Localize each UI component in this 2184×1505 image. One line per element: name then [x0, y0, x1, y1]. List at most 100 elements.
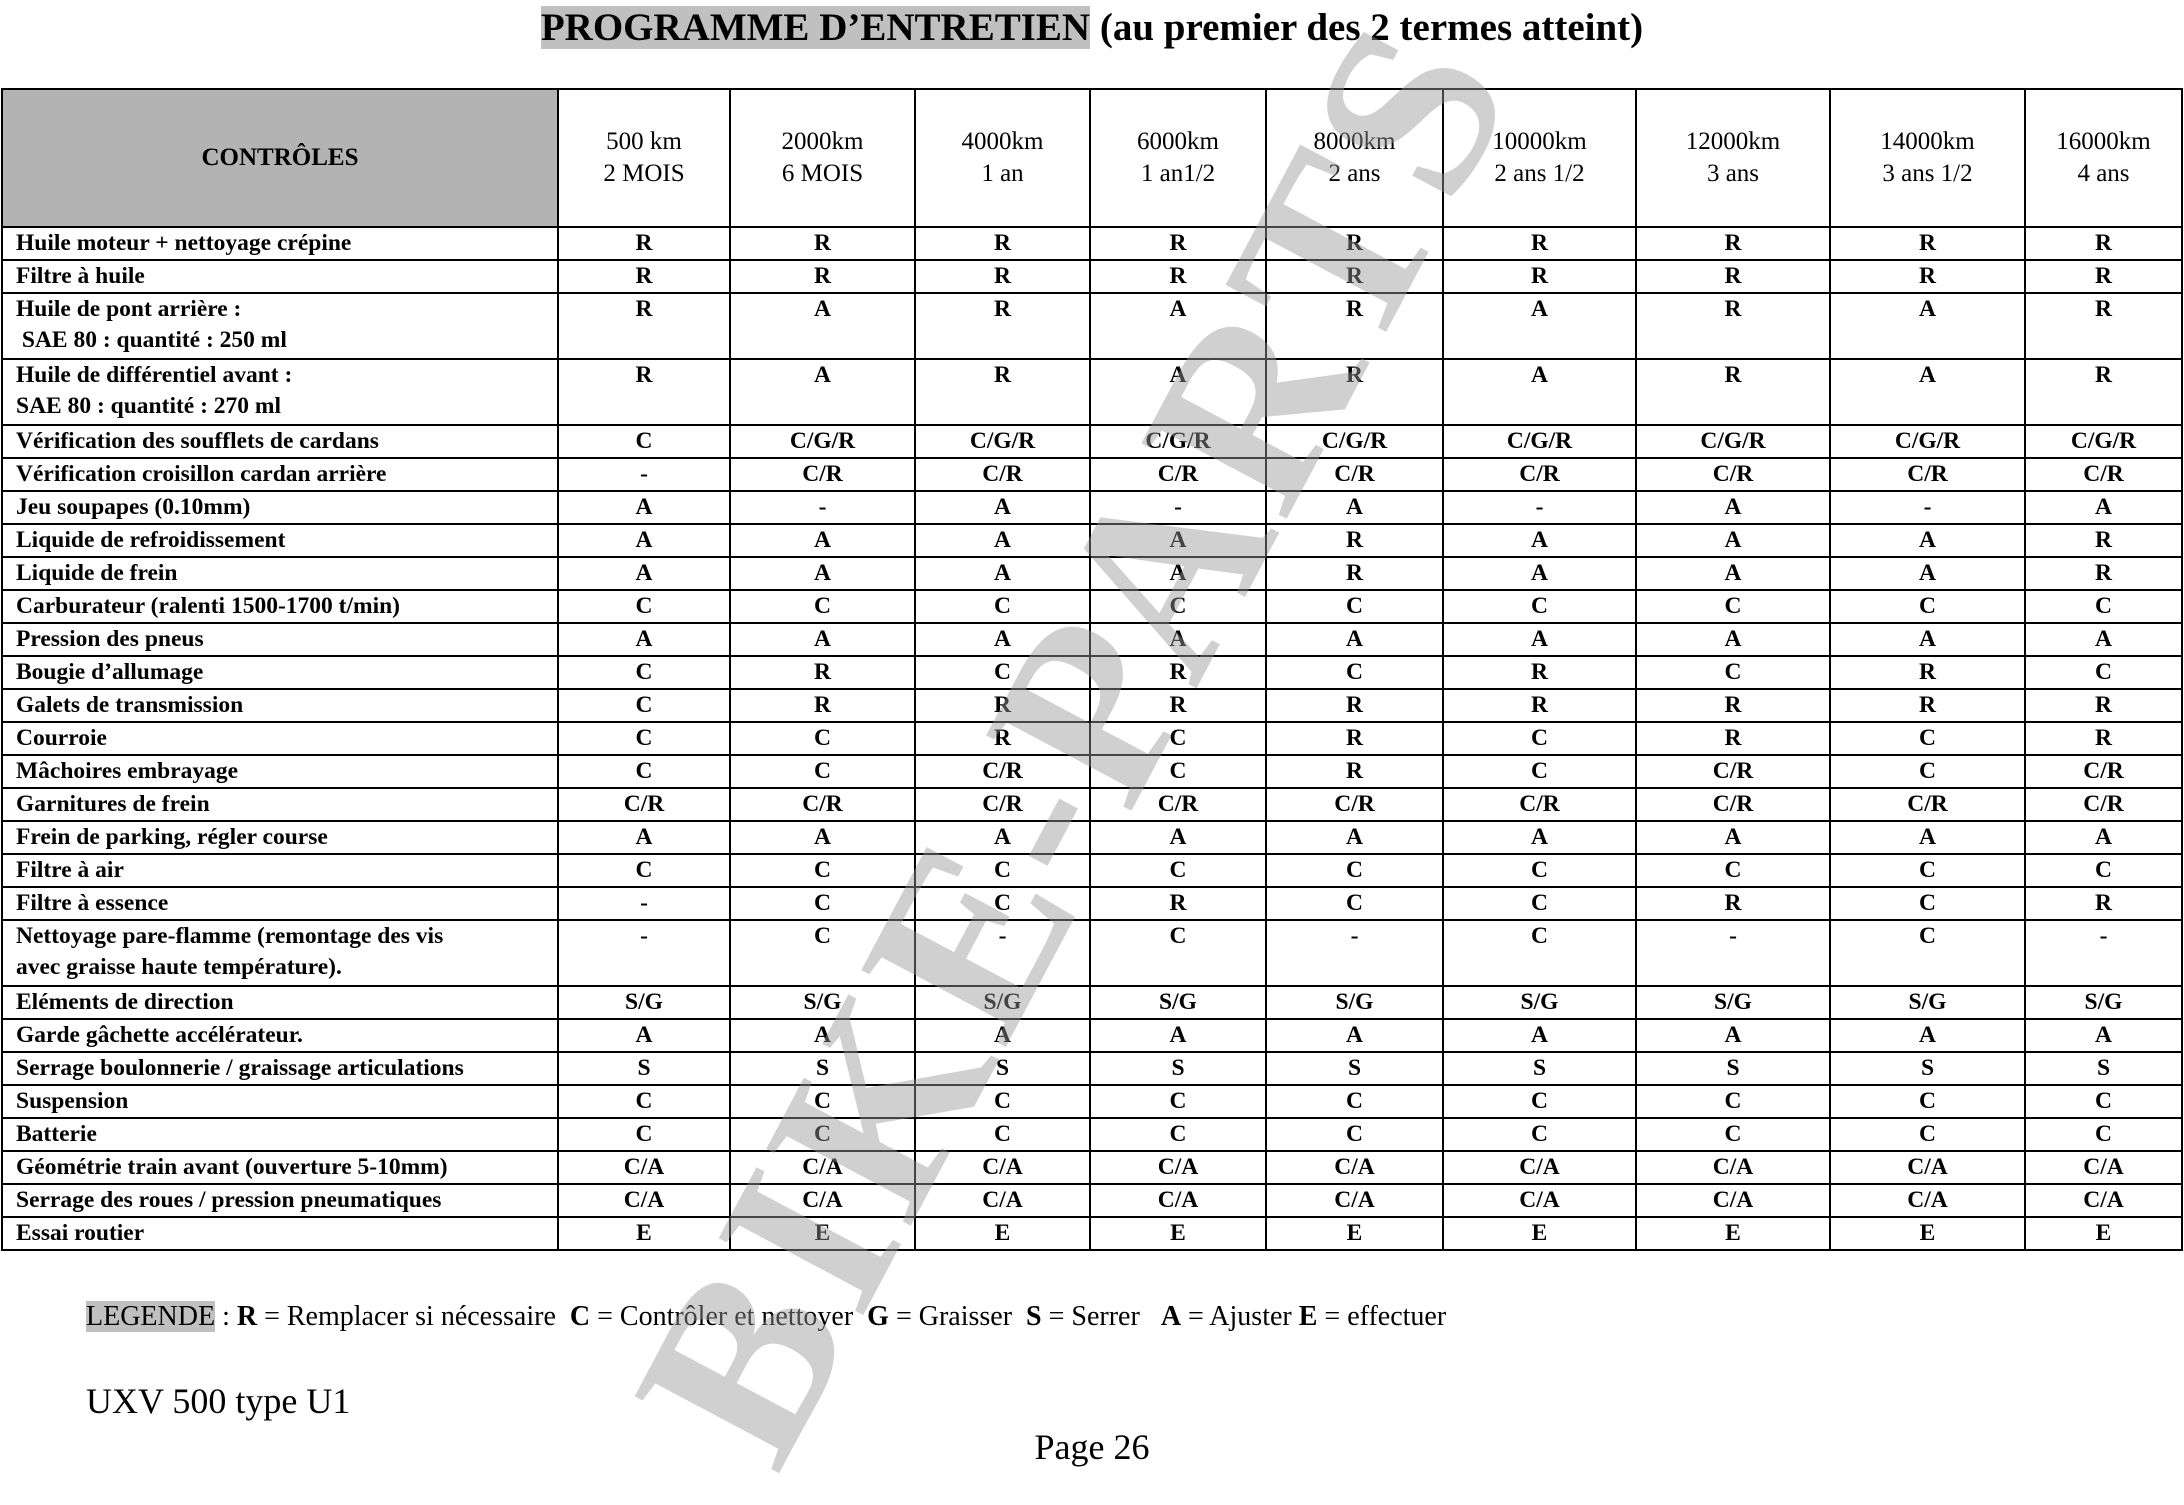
- action-cell: R: [1265, 226, 1444, 261]
- table-row: Serrage boulonnerie / graissage articula…: [1, 1051, 2183, 1086]
- action-cell: E: [1265, 1216, 1444, 1251]
- action-cell: C/G/R: [729, 424, 916, 459]
- action-cell: R: [557, 226, 731, 261]
- action-cell: R: [729, 259, 916, 294]
- control-label: Eléments de direction: [1, 985, 559, 1020]
- action-cell: A: [1442, 556, 1637, 591]
- action-cell: C: [729, 589, 916, 624]
- column-time: 1 an1/2: [1140, 160, 1216, 187]
- action-cell: R: [1265, 688, 1444, 723]
- action-cell: A: [1265, 1018, 1444, 1053]
- action-cell: C/A: [1829, 1183, 2026, 1218]
- action-cell: R: [1265, 523, 1444, 558]
- control-label-line: Liquide de refroidissement: [16, 527, 286, 553]
- action-cell: R: [557, 259, 731, 294]
- action-cell: C: [1635, 1117, 1831, 1152]
- control-label-line: Vérification des soufflets de cardans: [16, 428, 379, 454]
- control-label-line: Bougie d’allumage: [16, 659, 204, 685]
- table-row: Géométrie train avant (ouverture 5-10mm)…: [1, 1150, 2183, 1185]
- control-label-line: SAE 80 : quantité : 270 ml: [16, 393, 282, 419]
- action-cell: S: [2024, 1051, 2183, 1086]
- action-cell: A: [1089, 820, 1267, 855]
- control-label-line: Serrage des roues / pression pneumatique…: [16, 1187, 442, 1213]
- action-cell: R: [1089, 688, 1267, 723]
- control-label: Huile moteur + nettoyage crépine: [1, 226, 559, 261]
- table-row: Courroie C C R C R C R C R: [1, 721, 2183, 756]
- table-row: Vérification des soufflets de cardans C C/…: [1, 424, 2183, 459]
- table-row: Pression des pneus A A A A A A A A A: [1, 622, 2183, 657]
- action-cell: C/R: [1089, 787, 1267, 822]
- control-label: Galets de transmission: [1, 688, 559, 723]
- action-cell: C/R: [914, 754, 1091, 789]
- control-label-line: avec graisse haute température).: [16, 954, 342, 980]
- action-cell: C/A: [1265, 1183, 1444, 1218]
- action-cell: A: [1635, 820, 1831, 855]
- action-cell: C: [557, 589, 731, 624]
- action-cell: R: [1442, 259, 1637, 294]
- action-cell: A: [1635, 556, 1831, 591]
- control-label-line: Géométrie train avant (ouverture 5-10mm): [16, 1154, 448, 1180]
- action-cell: C/A: [1089, 1150, 1267, 1185]
- action-cell: -: [914, 919, 1091, 987]
- action-cell: A: [557, 1018, 731, 1053]
- control-label: Serrage des roues / pression pneumatique…: [1, 1183, 559, 1218]
- action-cell: A: [2024, 622, 2183, 657]
- table-row: Garde gâchette accélérateur. A A A A A A A A A: [1, 1018, 2183, 1053]
- action-cell: R: [914, 721, 1091, 756]
- action-cell: R: [557, 358, 731, 426]
- action-cell: -: [557, 886, 731, 921]
- action-cell: C: [1829, 919, 2026, 987]
- action-cell: -: [557, 919, 731, 987]
- action-cell: A: [1829, 1018, 2026, 1053]
- action-cell: C/A: [2024, 1150, 2183, 1185]
- action-cell: S/G: [1265, 985, 1444, 1020]
- control-label-line: Mâchoires embrayage: [16, 758, 239, 784]
- action-cell: A: [1442, 292, 1637, 360]
- action-cell: S/G: [729, 985, 916, 1020]
- action-cell: R: [2024, 886, 2183, 921]
- action-cell: -: [1442, 490, 1637, 525]
- control-label-line: Filtre à air: [16, 857, 124, 883]
- action-cell: C/G/R: [914, 424, 1091, 459]
- action-cell: C/R: [729, 787, 916, 822]
- table-header-row: CONTRÔLES 500 km 2 MOIS 2000km 6 MOIS 4000km…: [1, 88, 2183, 228]
- action-cell: C/G/R: [1089, 424, 1267, 459]
- action-cell: C: [1442, 919, 1637, 987]
- column-time: 6 MOIS: [781, 160, 864, 187]
- action-cell: A: [2024, 1018, 2183, 1053]
- action-cell: C/R: [914, 787, 1091, 822]
- control-label-line: Jeu soupapes (0.10mm): [16, 494, 251, 520]
- action-cell: R: [1089, 886, 1267, 921]
- action-cell: R: [2024, 259, 2183, 294]
- control-label: Suspension: [1, 1084, 559, 1119]
- action-cell: A: [729, 523, 916, 558]
- legend-text: = Contrôler et nettoyer: [590, 1301, 868, 1332]
- control-label-line: Batterie: [16, 1121, 97, 1147]
- action-cell: C: [1265, 1117, 1444, 1152]
- action-cell: C/G/R: [1265, 424, 1444, 459]
- action-cell: C: [1265, 886, 1444, 921]
- action-cell: R: [1829, 259, 2026, 294]
- action-cell: C: [1442, 589, 1637, 624]
- controls-header: CONTRÔLES: [1, 88, 559, 228]
- action-cell: S/G: [914, 985, 1091, 1020]
- table-row: Liquide de refroidissement A A A A R A A A R: [1, 523, 2183, 558]
- table-row: Eléments de direction S/G S/G S/G S/G S/G S/G S…: [1, 985, 2183, 1020]
- action-cell: C/A: [729, 1150, 916, 1185]
- table-row: Filtre à essence - C C R C C R C R: [1, 886, 2183, 921]
- action-cell: C/R: [1829, 457, 2026, 492]
- column-time: 2 ans 1/2: [1494, 160, 1585, 187]
- column-time: 3 ans: [1706, 160, 1760, 187]
- action-cell: C/R: [1265, 787, 1444, 822]
- action-cell: A: [1089, 292, 1267, 360]
- action-cell: S/G: [1089, 985, 1267, 1020]
- action-cell: C: [1829, 886, 2026, 921]
- control-label-line: Carburateur (ralenti 1500-1700 t/min): [16, 593, 400, 619]
- control-label: Courroie: [1, 721, 559, 756]
- action-cell: A: [1089, 358, 1267, 426]
- control-label: Carburateur (ralenti 1500-1700 t/min): [1, 589, 559, 624]
- action-cell: R: [2024, 292, 2183, 360]
- action-cell: A: [1442, 358, 1637, 426]
- column-header: 4000km 1 an: [914, 88, 1091, 228]
- action-cell: C: [1829, 853, 2026, 888]
